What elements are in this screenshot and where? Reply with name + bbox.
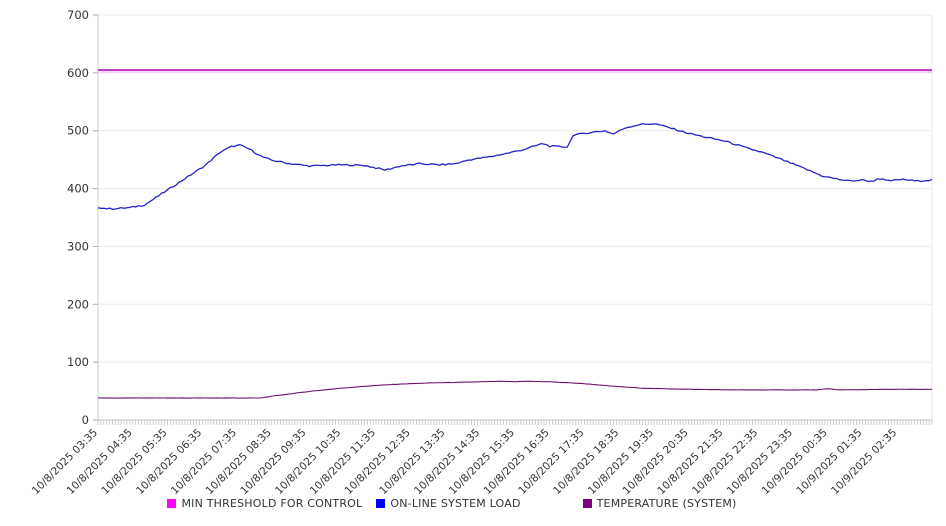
legend-swatch-online-system-load-icon	[376, 499, 386, 508]
x-axis-tick-label: 10/8/2025 11:35	[308, 427, 378, 497]
x-axis-tick-label: 10/9/2025 02:35	[829, 427, 899, 497]
x-axis-tick-label: 10/8/2025 07:35	[169, 427, 239, 497]
series-line-2	[97, 380, 933, 399]
legend-swatch-min-threshold-icon	[167, 499, 177, 508]
x-axis-tick-label: 10/8/2025 12:35	[343, 427, 413, 497]
legend: MIN THRESHOLD FOR CONTROL ON-LINE SYSTEM…	[0, 497, 925, 510]
x-axis-tick-label: 10/8/2025 08:35	[204, 427, 274, 497]
x-axis-tick-label: 10/8/2025 22:35	[690, 427, 760, 497]
x-axis-tick-label: 10/8/2025 23:35	[725, 427, 795, 497]
x-axis-tick-label: 10/8/2025 19:35	[586, 427, 656, 497]
y-axis-tick-label: 100	[67, 355, 89, 369]
y-axis-tick-label: 700	[67, 8, 89, 22]
legend-swatch-temperature-icon	[582, 499, 592, 508]
y-axis-tick-label: 500	[67, 124, 89, 138]
legend-label-online-system-load: ON-LINE SYSTEM LOAD	[390, 497, 521, 510]
legend-item-min-threshold: MIN THRESHOLD FOR CONTROL	[167, 497, 362, 510]
y-axis-tick-label: 300	[67, 239, 89, 253]
legend-label-temperature: TEMPERATURE (SYSTEM)	[596, 497, 737, 510]
x-axis-tick-label: 10/8/2025 20:35	[621, 427, 691, 497]
x-axis-tick-label: 10/8/2025 17:35	[516, 427, 586, 497]
legend-item-temperature: TEMPERATURE (SYSTEM)	[582, 497, 737, 510]
x-axis-tick-label: 10/8/2025 16:35	[482, 427, 552, 497]
x-axis-tick-label: 10/8/2025 21:35	[655, 427, 725, 497]
x-axis-tick-label: 10/9/2025 00:35	[760, 427, 830, 497]
y-axis-tick-label: 0	[82, 413, 89, 427]
x-axis-tick-label: 10/8/2025 09:35	[238, 427, 308, 497]
legend-label-min-threshold: MIN THRESHOLD FOR CONTROL	[181, 497, 363, 510]
x-axis-tick-label: 10/8/2025 13:35	[377, 427, 447, 497]
y-axis-tick-label: 400	[67, 182, 89, 196]
x-axis-tick-label: 10/8/2025 10:35	[273, 427, 343, 497]
legend-item-online-system-load: ON-LINE SYSTEM LOAD	[376, 497, 520, 510]
series-line-1	[97, 123, 933, 210]
x-axis-tick-label: 10/8/2025 18:35	[551, 427, 621, 497]
x-axis-tick-label: 10/9/2025 01:35	[794, 427, 864, 497]
x-axis-tick-label: 10/8/2025 15:35	[447, 427, 517, 497]
x-axis-tick-label: 10/8/2025 06:35	[134, 427, 204, 497]
x-axis-tick-label: 10/8/2025 03:35	[30, 427, 100, 497]
y-axis-tick-label: 600	[67, 66, 89, 80]
x-axis-tick-label: 10/8/2025 05:35	[99, 427, 169, 497]
x-axis-tick-label: 10/8/2025 04:35	[65, 427, 135, 497]
x-axis-tick-label: 10/8/2025 14:35	[412, 427, 482, 497]
y-axis-tick-label: 200	[67, 297, 89, 311]
